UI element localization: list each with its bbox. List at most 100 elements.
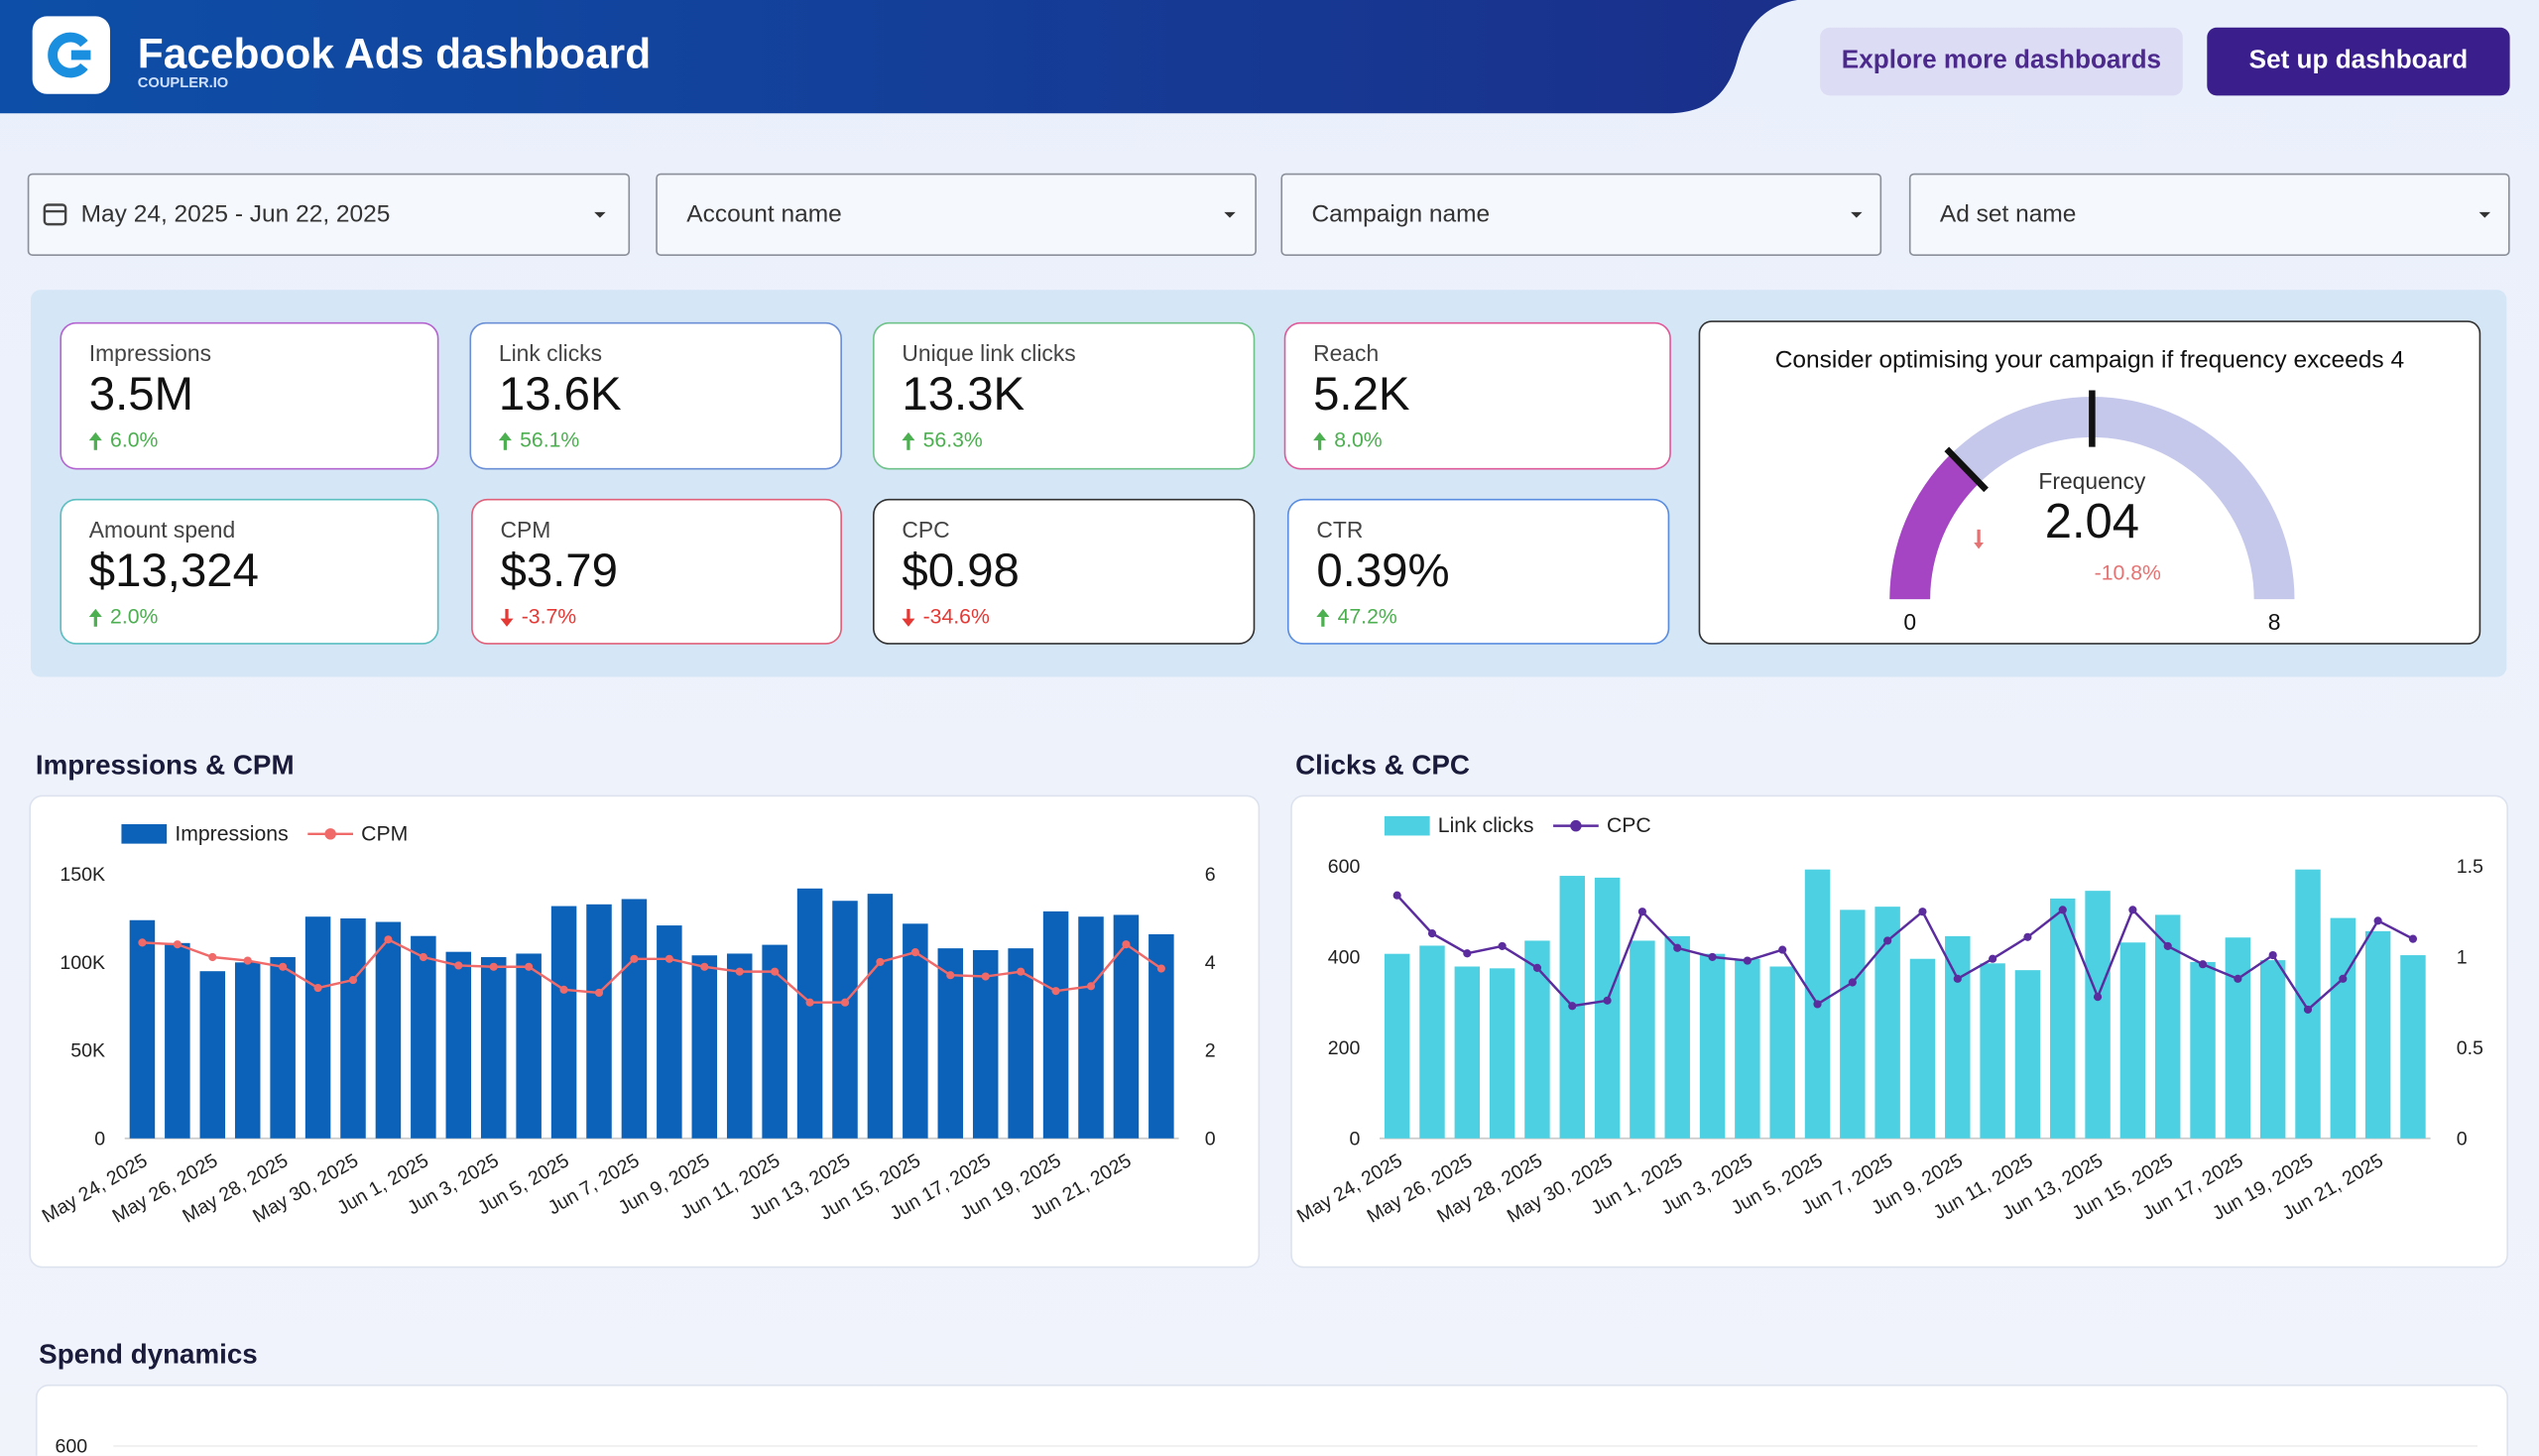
- bar: [1840, 910, 1865, 1138]
- point: [1499, 942, 1507, 950]
- point: [313, 984, 321, 992]
- bar: [622, 899, 648, 1138]
- point: [1813, 1000, 1821, 1008]
- point: [700, 963, 708, 971]
- point: [2339, 975, 2347, 983]
- point: [946, 971, 954, 979]
- y-tick-label: 100K: [60, 952, 105, 974]
- bar: [2295, 870, 2320, 1139]
- legend-label: Impressions: [175, 822, 288, 845]
- y-tick-label: 600: [1328, 856, 1361, 878]
- bar: [2331, 918, 2356, 1139]
- point: [841, 999, 849, 1007]
- bar: [1419, 945, 1444, 1138]
- point: [1533, 964, 1541, 972]
- bar: [481, 957, 507, 1139]
- bar: [832, 901, 858, 1139]
- bar: [1385, 954, 1409, 1139]
- bar: [1665, 936, 1690, 1139]
- legend-label: Link clicks: [1438, 814, 1534, 837]
- point: [736, 968, 744, 976]
- bar: [270, 957, 296, 1139]
- point: [525, 963, 533, 971]
- point: [1989, 955, 1996, 963]
- point: [595, 989, 603, 997]
- bar: [692, 955, 718, 1139]
- point: [1051, 987, 1059, 995]
- legend-swatch: [1570, 820, 1581, 831]
- legend-swatch: [121, 824, 167, 844]
- legend-swatch: [1385, 816, 1430, 836]
- bar: [2365, 931, 2390, 1139]
- bar: [727, 953, 753, 1138]
- bar: [340, 918, 366, 1139]
- point: [2164, 942, 2172, 950]
- y2-tick-label: 0: [2457, 1128, 2468, 1150]
- point: [2023, 933, 2031, 941]
- y-tick-label: 0: [94, 1128, 105, 1150]
- bar: [2190, 962, 2215, 1139]
- bar: [516, 953, 542, 1138]
- point: [2059, 906, 2067, 913]
- point: [2234, 975, 2241, 983]
- y2-tick-label: 2: [1205, 1040, 1216, 1062]
- y2-tick-label: 1.5: [2457, 856, 2483, 878]
- point: [2199, 960, 2207, 968]
- point: [1428, 929, 1436, 937]
- point: [1393, 892, 1401, 900]
- bar: [797, 889, 823, 1139]
- bar: [868, 894, 894, 1139]
- bar: [2400, 955, 2425, 1139]
- y-tick-label: 50K: [70, 1040, 105, 1062]
- point: [490, 963, 498, 971]
- bar: [2226, 937, 2250, 1139]
- legend-swatch: [324, 828, 335, 839]
- point: [1918, 908, 1926, 915]
- y2-tick-label: 0.5: [2457, 1037, 2483, 1059]
- bar: [165, 943, 190, 1139]
- point: [1157, 964, 1165, 972]
- point: [349, 976, 357, 984]
- point: [2409, 935, 2417, 943]
- bar: [1630, 940, 1654, 1138]
- point: [1122, 940, 1130, 948]
- bar: [376, 922, 402, 1139]
- bar: [305, 916, 331, 1139]
- y2-tick-label: 6: [1205, 864, 1216, 886]
- legend-label: CPM: [361, 822, 408, 845]
- bar: [586, 905, 612, 1139]
- bar: [1945, 936, 1970, 1139]
- point: [771, 968, 779, 976]
- point: [1883, 936, 1891, 944]
- point: [2269, 951, 2277, 959]
- legend-label: CPC: [1607, 814, 1651, 837]
- point: [138, 938, 146, 946]
- point: [1638, 908, 1646, 915]
- point: [1708, 953, 1716, 961]
- bar: [2260, 960, 2285, 1139]
- y-tick-label: 150K: [60, 864, 105, 886]
- point: [279, 963, 287, 971]
- bar: [2120, 942, 2145, 1138]
- point: [1744, 956, 1752, 964]
- y2-tick-label: 0: [1205, 1128, 1216, 1150]
- bar: [1910, 959, 1935, 1139]
- point: [1778, 946, 1786, 954]
- point: [2094, 993, 2102, 1001]
- point: [876, 958, 884, 966]
- bar: [446, 952, 472, 1139]
- y2-tick-label: 1: [2457, 946, 2468, 968]
- point: [2304, 1006, 2312, 1014]
- point: [1017, 968, 1025, 976]
- point: [665, 955, 673, 963]
- y-tick-label: 0: [1350, 1128, 1361, 1150]
- point: [2128, 906, 2136, 913]
- point: [1087, 982, 1095, 990]
- bar: [2015, 970, 2040, 1139]
- point: [454, 961, 462, 969]
- bar: [1769, 966, 1794, 1138]
- bar: [1455, 966, 1480, 1138]
